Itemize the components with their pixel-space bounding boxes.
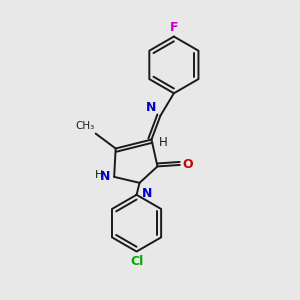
Text: F: F — [169, 21, 178, 34]
Text: CH₃: CH₃ — [75, 121, 94, 131]
Text: H: H — [159, 136, 168, 149]
Text: N: N — [142, 187, 152, 200]
Text: O: O — [182, 158, 193, 171]
Text: N: N — [146, 101, 157, 114]
Text: H: H — [95, 170, 103, 180]
Text: Cl: Cl — [130, 254, 143, 268]
Text: N: N — [100, 170, 111, 183]
